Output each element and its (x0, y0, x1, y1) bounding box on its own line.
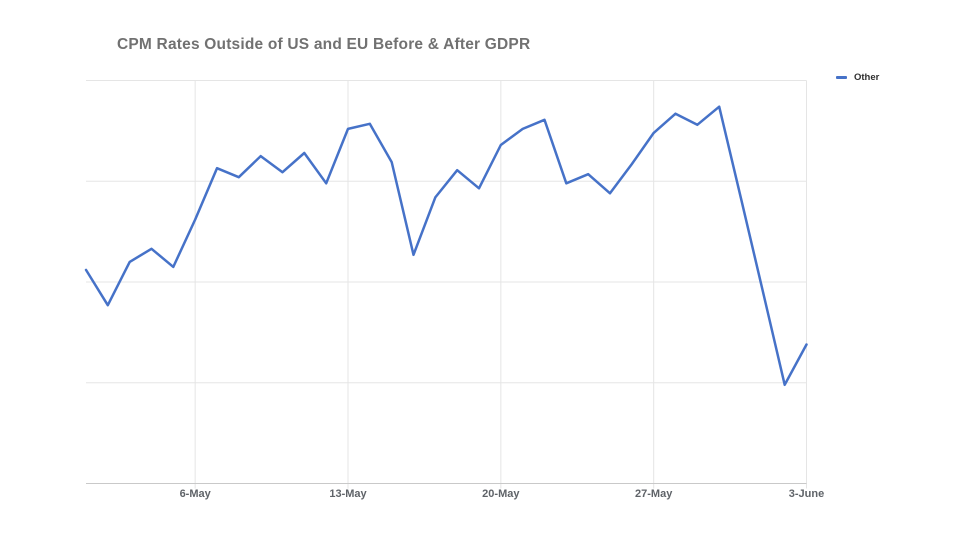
x-axis-label: 3-June (789, 488, 824, 500)
x-axis-label: 20-May (482, 488, 520, 500)
legend-line-swatch (836, 76, 847, 79)
series-line-other (84, 105, 808, 387)
x-axis-label: 6-May (180, 488, 212, 500)
x-axis-label: 27-May (635, 488, 673, 500)
chart-title: CPM Rates Outside of US and EU Before & … (117, 36, 531, 53)
x-axis-label: 13-May (329, 488, 367, 500)
legend-label-other: Other (854, 72, 880, 83)
chart-legend: Other (836, 72, 879, 83)
